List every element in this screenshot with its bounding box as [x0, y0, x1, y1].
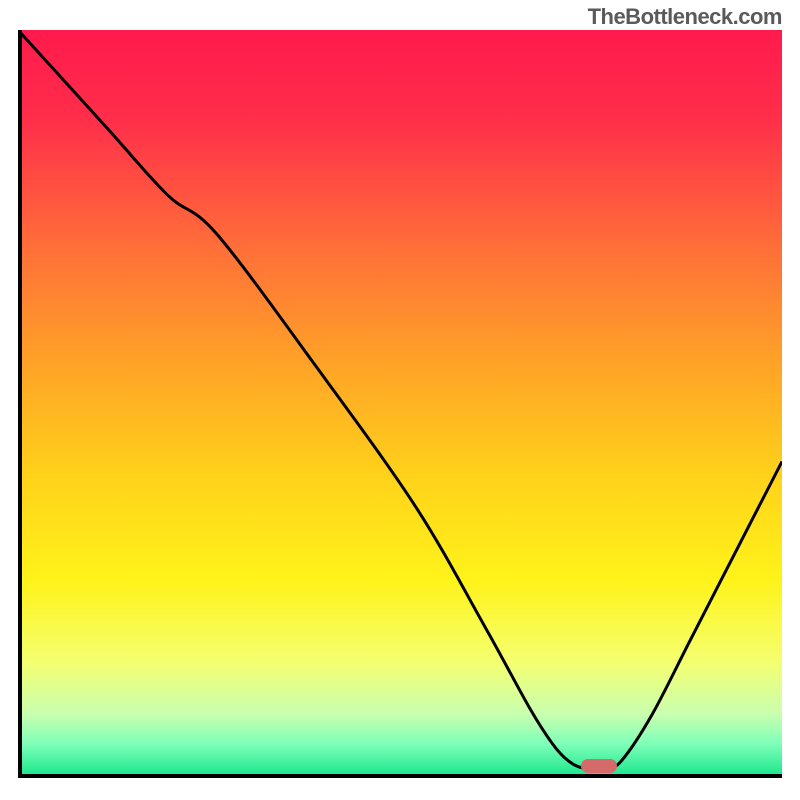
x-axis-border [18, 774, 782, 778]
bottleneck-chart [18, 30, 782, 782]
bottleneck-curve [18, 30, 782, 782]
optimal-point-marker [581, 759, 617, 773]
y-axis-border [18, 30, 22, 778]
watermark-text: TheBottleneck.com [588, 4, 782, 30]
